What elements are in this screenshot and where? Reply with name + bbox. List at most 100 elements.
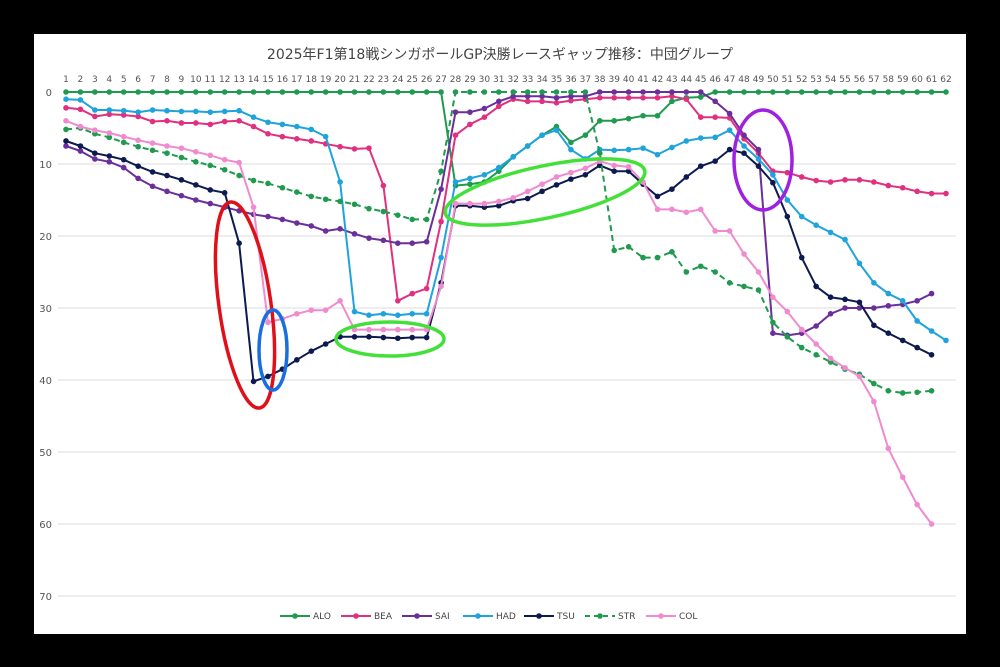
data-point-marker bbox=[92, 150, 98, 156]
data-point-marker bbox=[784, 334, 791, 340]
data-point-marker bbox=[366, 312, 372, 319]
data-point-marker bbox=[294, 189, 300, 195]
data-point-marker bbox=[207, 152, 214, 159]
legend-marker bbox=[658, 613, 664, 619]
data-point-marker bbox=[322, 89, 329, 95]
y-tick-label: 30 bbox=[39, 304, 52, 315]
x-tick-label: 29 bbox=[464, 75, 476, 85]
data-point-marker bbox=[770, 172, 776, 178]
data-point-marker bbox=[683, 96, 690, 102]
data-point-marker bbox=[178, 145, 185, 151]
x-tick-label: 56 bbox=[854, 75, 866, 85]
data-point-marker bbox=[553, 182, 560, 188]
data-point-marker bbox=[337, 298, 343, 304]
data-point-marker bbox=[164, 150, 170, 156]
data-point-marker bbox=[193, 148, 199, 155]
data-point-marker bbox=[914, 298, 920, 304]
data-point-marker bbox=[63, 105, 69, 111]
x-tick-label: 12 bbox=[219, 75, 230, 85]
data-point-marker bbox=[409, 89, 416, 95]
data-point-marker bbox=[669, 144, 675, 151]
y-tick-label: 20 bbox=[39, 232, 52, 243]
data-point-marker bbox=[553, 174, 560, 180]
data-point-marker bbox=[928, 190, 935, 197]
data-point-marker bbox=[899, 337, 906, 344]
data-point-marker bbox=[135, 109, 141, 115]
data-point-marker bbox=[640, 254, 646, 261]
x-tick-label: 36 bbox=[565, 75, 577, 85]
data-point-marker bbox=[553, 94, 560, 101]
x-tick-label: 27 bbox=[435, 75, 446, 85]
chart-title: 2025年F1第18戦シンガポールGP決勝レースギャップ推移：中団グループ bbox=[266, 47, 734, 63]
y-tick-label: 50 bbox=[39, 448, 52, 459]
data-point-marker bbox=[395, 212, 401, 218]
data-point-marker bbox=[250, 177, 257, 184]
data-point-marker bbox=[438, 186, 444, 192]
legend-marker bbox=[475, 613, 481, 619]
data-point-marker bbox=[467, 200, 473, 207]
data-point-marker bbox=[438, 218, 444, 225]
legend-marker bbox=[597, 613, 603, 619]
data-point-marker bbox=[582, 132, 589, 138]
data-point-marker bbox=[106, 159, 113, 165]
data-point-marker bbox=[221, 89, 228, 95]
data-point-marker bbox=[308, 126, 315, 133]
x-tick-label: 15 bbox=[262, 75, 273, 85]
data-point-marker bbox=[770, 319, 776, 326]
data-point-marker bbox=[221, 166, 228, 173]
data-point-marker bbox=[279, 89, 286, 95]
data-point-marker bbox=[625, 89, 632, 95]
x-tick-label: 8 bbox=[164, 75, 170, 85]
data-point-marker bbox=[236, 89, 242, 95]
data-point-marker bbox=[625, 115, 632, 122]
data-point-marker bbox=[582, 172, 589, 178]
data-point-marker bbox=[452, 109, 459, 115]
x-tick-label: 13 bbox=[233, 75, 244, 85]
data-point-marker bbox=[294, 123, 300, 130]
data-point-marker bbox=[654, 206, 661, 213]
x-tick-label: 39 bbox=[608, 75, 620, 85]
data-point-marker bbox=[164, 143, 170, 149]
data-point-marker bbox=[337, 89, 343, 95]
x-tick-label: 5 bbox=[121, 75, 127, 85]
data-point-marker bbox=[697, 94, 704, 100]
data-point-marker bbox=[798, 174, 805, 180]
data-point-marker bbox=[207, 162, 214, 169]
data-point-marker bbox=[221, 156, 228, 163]
data-point-marker bbox=[842, 89, 848, 95]
data-point-marker bbox=[712, 114, 718, 120]
data-point-marker bbox=[697, 206, 704, 213]
x-tick-label: 22 bbox=[363, 75, 374, 85]
data-point-marker bbox=[236, 172, 242, 179]
data-point-marker bbox=[654, 89, 661, 95]
data-point-marker bbox=[164, 188, 170, 195]
data-point-marker bbox=[654, 151, 661, 158]
data-point-marker bbox=[207, 121, 214, 128]
data-point-marker bbox=[683, 138, 690, 144]
data-point-marker bbox=[813, 352, 819, 358]
data-point-marker bbox=[842, 305, 848, 311]
x-tick-label: 34 bbox=[536, 75, 548, 85]
data-point-marker bbox=[409, 290, 416, 297]
data-point-marker bbox=[856, 89, 863, 95]
data-point-marker bbox=[885, 445, 892, 452]
data-point-marker bbox=[914, 188, 920, 195]
data-point-marker bbox=[625, 146, 632, 153]
data-point-marker bbox=[265, 130, 271, 137]
data-point-marker bbox=[885, 303, 892, 309]
data-point-marker bbox=[871, 280, 877, 286]
data-point-marker bbox=[596, 150, 603, 156]
data-point-marker bbox=[741, 143, 747, 149]
data-point-marker bbox=[553, 100, 560, 106]
data-point-marker bbox=[106, 134, 113, 141]
data-point-marker bbox=[611, 168, 617, 174]
data-point-marker bbox=[149, 140, 156, 146]
x-tick-label: 31 bbox=[493, 75, 504, 85]
data-point-marker bbox=[798, 89, 805, 95]
data-point-marker bbox=[553, 89, 560, 95]
data-point-marker bbox=[92, 107, 98, 113]
data-point-marker bbox=[625, 164, 632, 170]
data-point-marker bbox=[813, 283, 819, 290]
data-point-marker bbox=[149, 107, 156, 113]
